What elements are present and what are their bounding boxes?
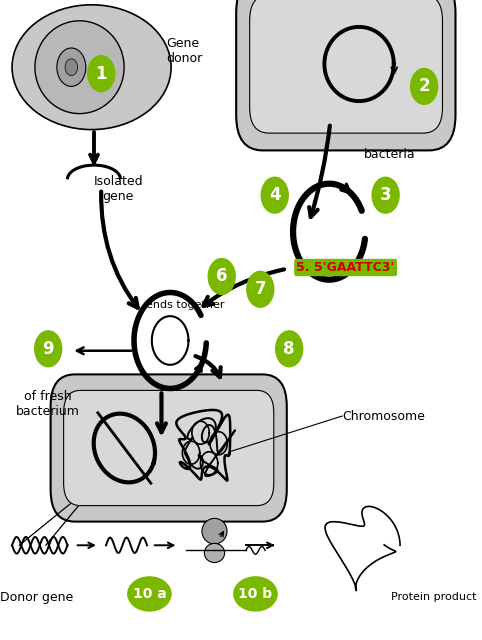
Text: 6: 6 bbox=[216, 268, 228, 285]
Text: ends together: ends together bbox=[147, 300, 225, 310]
Text: 3: 3 bbox=[380, 186, 391, 204]
Text: 10 b: 10 b bbox=[239, 587, 272, 601]
Text: of fresh
bacterium: of fresh bacterium bbox=[16, 390, 80, 419]
Circle shape bbox=[35, 331, 62, 367]
Circle shape bbox=[261, 177, 288, 213]
Ellipse shape bbox=[35, 21, 124, 114]
Text: Gene
donor: Gene donor bbox=[166, 37, 202, 65]
Text: 7: 7 bbox=[254, 280, 266, 298]
Text: 9: 9 bbox=[42, 340, 54, 358]
Ellipse shape bbox=[234, 577, 277, 611]
Text: 8: 8 bbox=[283, 340, 295, 358]
Ellipse shape bbox=[204, 543, 225, 563]
FancyBboxPatch shape bbox=[236, 0, 455, 150]
Text: 10 a: 10 a bbox=[133, 587, 166, 601]
Circle shape bbox=[247, 271, 274, 307]
Text: Donor gene: Donor gene bbox=[0, 591, 73, 604]
Text: 1: 1 bbox=[95, 65, 107, 83]
FancyBboxPatch shape bbox=[250, 0, 442, 133]
Text: Protein product: Protein product bbox=[391, 592, 477, 602]
Text: Chromosome: Chromosome bbox=[342, 410, 425, 422]
Circle shape bbox=[276, 331, 303, 367]
Text: 2: 2 bbox=[418, 77, 430, 95]
Text: bacteria: bacteria bbox=[364, 148, 415, 161]
Text: 5. 5'GAATTC3': 5. 5'GAATTC3' bbox=[296, 261, 395, 274]
Circle shape bbox=[208, 259, 235, 294]
Text: Isolated
gene: Isolated gene bbox=[94, 175, 143, 203]
FancyBboxPatch shape bbox=[64, 390, 274, 506]
Circle shape bbox=[88, 56, 115, 92]
Text: 4: 4 bbox=[269, 186, 281, 204]
Circle shape bbox=[372, 177, 399, 213]
Ellipse shape bbox=[202, 518, 227, 544]
FancyBboxPatch shape bbox=[51, 374, 287, 522]
Circle shape bbox=[65, 59, 78, 76]
Circle shape bbox=[57, 48, 86, 86]
Ellipse shape bbox=[12, 5, 171, 129]
Circle shape bbox=[411, 68, 438, 104]
Ellipse shape bbox=[128, 577, 171, 611]
